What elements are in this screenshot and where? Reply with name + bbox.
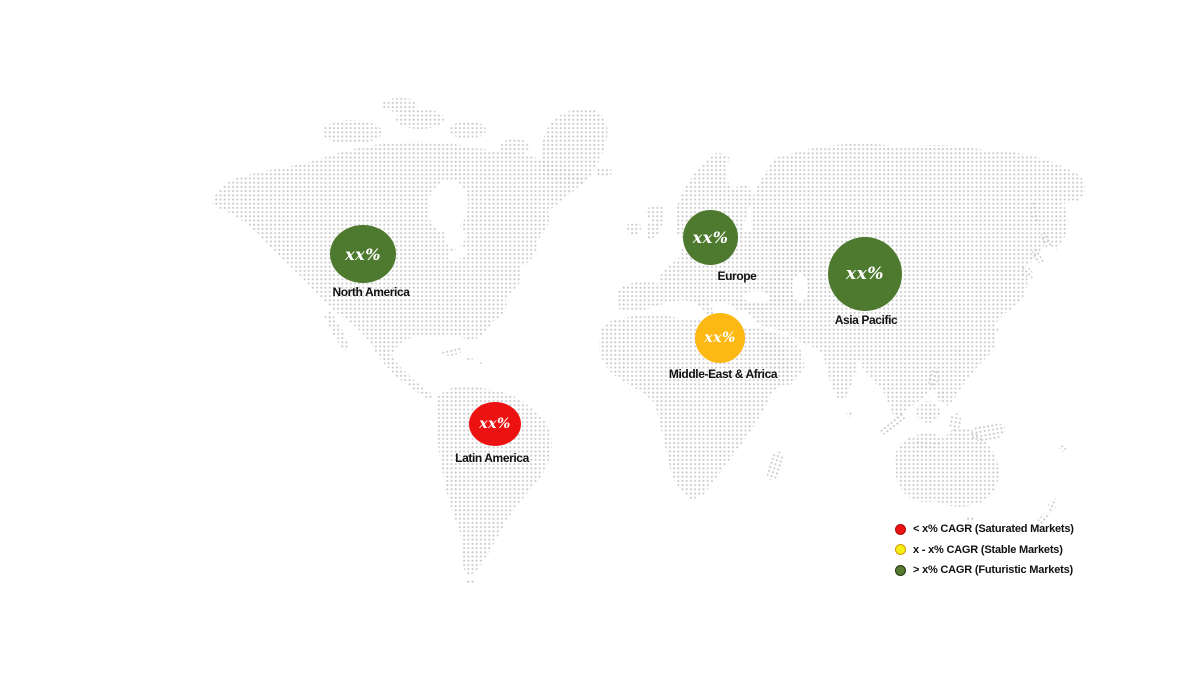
bubble-europe: xx% [683,210,738,265]
legend-dot-red [895,523,906,535]
legend-item-futuristic: > x% CAGR (Futuristic Markets) [895,563,1074,577]
bubble-value: xx% [345,244,381,264]
region-label-latin-america: Latin America [455,451,529,465]
legend-item-saturated: < x% CAGR (Saturated Markets) [895,522,1074,536]
region-label-middle-east-africa: Middle-East & Africa [668,367,778,381]
legend-label: < x% CAGR (Saturated Markets) [913,523,1074,535]
region-label-north-america: North America [332,285,410,299]
bubble-north-america: xx% [330,225,396,283]
legend-label: x - x% CAGR (Stable Markets) [913,543,1063,556]
bubble-latin-america: xx% [469,402,521,446]
region-label-asia-pacific: Asia Pacific [834,313,898,327]
legend-dot-green [895,564,906,576]
bubble-asia-pacific: xx% [828,237,902,311]
bubble-value: xx% [846,264,884,284]
bubble-middle-east-africa: xx% [695,313,745,363]
legend-item-stable: x - x% CAGR (Stable Markets) [895,543,1074,557]
region-label-europe: Europe [717,269,757,283]
bubble-value: xx% [692,228,729,247]
bubble-value: xx% [704,330,736,346]
legend-label: > x% CAGR (Futuristic Markets) [913,564,1073,576]
bubble-value: xx% [479,416,511,432]
legend-dot-yellow [895,544,906,555]
legend: < x% CAGR (Saturated Markets) x - x% CAG… [895,522,1074,584]
